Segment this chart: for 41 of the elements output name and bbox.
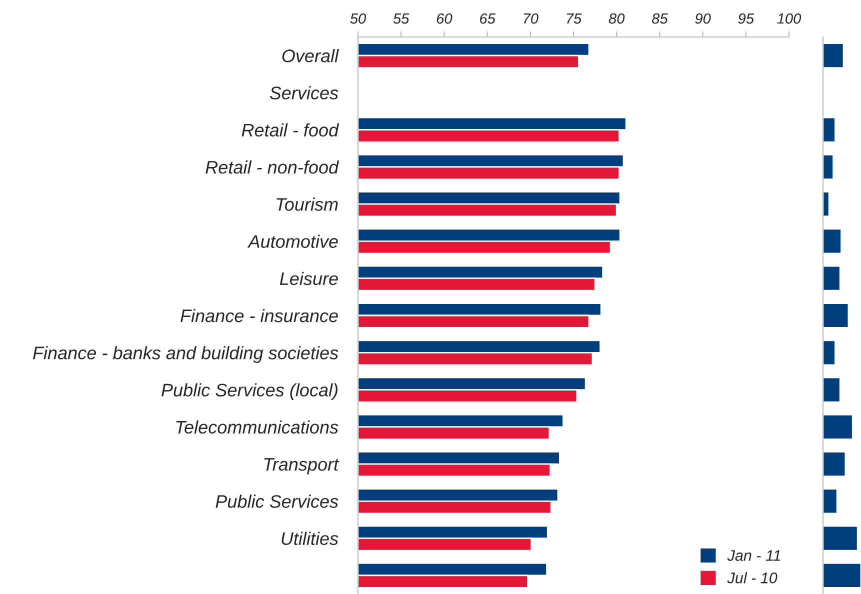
x-tick-label: 50 xyxy=(350,13,366,24)
bar xyxy=(823,376,841,403)
x-tick-label: 90 xyxy=(695,13,711,24)
bar xyxy=(823,562,861,588)
bar xyxy=(823,525,858,552)
bar xyxy=(823,116,836,143)
y-tick-label: Services xyxy=(270,86,338,100)
bar xyxy=(823,154,834,180)
x-tick-label: 100 xyxy=(777,13,802,24)
bar xyxy=(823,414,854,440)
y-tick-label: Finance - banks and building societies xyxy=(33,346,338,363)
bar xyxy=(823,302,850,328)
bar xyxy=(823,42,844,69)
bar xyxy=(823,265,841,292)
y-tick-label: Tourism xyxy=(276,198,338,211)
y-tick-label: Public Services xyxy=(216,494,338,508)
y-tick-label: Telecommunications xyxy=(176,420,338,434)
legend-label: Jan - 11 xyxy=(727,550,780,561)
x-tick-label: 95 xyxy=(738,13,754,24)
y-tick-label: Transport xyxy=(264,458,340,474)
y-tick-label: Retail - non-food xyxy=(206,160,340,174)
x-tick-label: 75 xyxy=(566,14,582,24)
x-tick-label: 80 xyxy=(608,13,625,24)
y-tick-label: Leisure xyxy=(280,272,338,286)
bar xyxy=(823,340,836,366)
bar xyxy=(823,228,842,254)
x-tick-label: 60 xyxy=(436,13,452,24)
legend-label: Jul - 10 xyxy=(727,572,778,584)
x-tick-label: 65 xyxy=(480,13,496,24)
x-tick-label: 55 xyxy=(393,14,410,24)
y-tick-label: Finance - insurance xyxy=(180,308,338,322)
y-tick-label: Overall xyxy=(282,49,339,62)
y-tick-label: Retail - food xyxy=(242,123,340,137)
x-tick-label: 85 xyxy=(652,13,668,24)
bar xyxy=(823,451,846,477)
bar xyxy=(823,488,838,514)
bar xyxy=(823,191,830,218)
y-tick-label: Public Services (local) xyxy=(162,383,338,400)
y-tick-label: Automotive xyxy=(247,234,338,248)
y-tick-label: Utilities xyxy=(282,532,338,546)
x-tick-label: 70 xyxy=(524,13,538,24)
